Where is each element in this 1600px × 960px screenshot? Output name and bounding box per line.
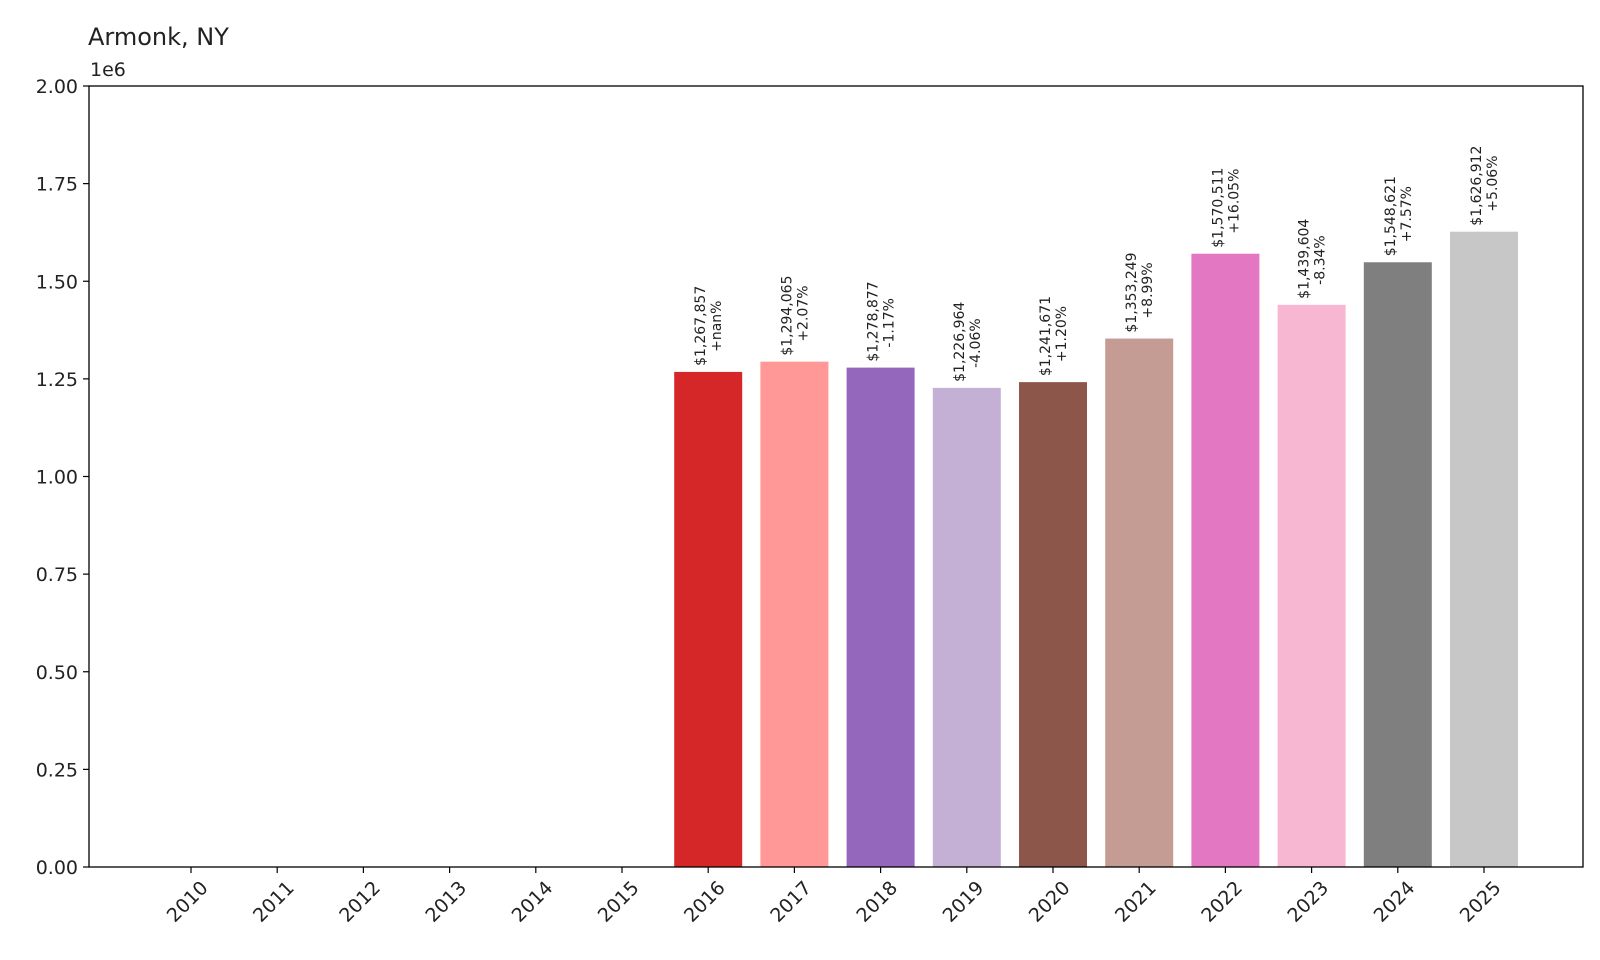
bar-2021 [1105, 338, 1174, 867]
bar-change-label: +5.06% [1485, 155, 1501, 211]
bar-value-label: $1,626,912 [1469, 146, 1485, 226]
y-tick-label: 2.00 [36, 76, 78, 98]
x-tick-label: 2024 [1370, 877, 1420, 927]
x-tick-label: 2022 [1197, 877, 1247, 927]
x-tick-label: 2014 [508, 877, 558, 927]
x-tick-label: 2017 [766, 877, 816, 927]
x-axis: 2010 2011 2012 2013 2014 2015 2016 2017 2018 2019… [163, 867, 1506, 927]
x-tick-label: 2012 [335, 877, 385, 927]
x-tick-label: 2010 [163, 877, 213, 927]
y-tick-label: 0.00 [36, 857, 78, 879]
y-tick-label: 1.50 [36, 271, 78, 293]
x-tick-label: 2011 [249, 877, 299, 927]
bar-2023 [1277, 304, 1346, 868]
y-tick-label: 1.25 [36, 369, 78, 391]
bar-value-label: $1,226,964 [952, 302, 968, 382]
bar-change-label: +1.20% [1054, 306, 1070, 362]
bars-group: $1,267,857 +nan% $1,294,065 +2.07% $1,278,87… [674, 146, 1518, 868]
x-tick-label: 2025 [1456, 877, 1506, 927]
bar-change-label: -1.17% [882, 298, 898, 348]
x-tick-label: 2023 [1283, 877, 1333, 927]
y-axis-offset-label: 1e6 [90, 59, 126, 81]
bar-2025 [1450, 231, 1518, 867]
x-tick-label: 2013 [421, 877, 471, 927]
bar-2019 [932, 387, 1001, 867]
bar-change-label: +nan% [709, 301, 725, 352]
y-tick-label: 0.50 [36, 662, 78, 684]
bar-2024 [1363, 262, 1432, 867]
bar-value-label: $1,241,671 [1038, 296, 1054, 376]
bar-value-label: $1,267,857 [693, 286, 709, 366]
bar-2016 [674, 371, 743, 867]
bar-value-label: $1,278,877 [866, 281, 882, 361]
chart-title: Armonk, NY [88, 23, 229, 51]
y-axis: 0.00 0.25 0.50 0.75 1.00 1.25 1.50 1.75 2.00 [36, 76, 89, 879]
bar-value-label: $1,548,621 [1383, 176, 1399, 256]
x-tick-label: 2016 [680, 877, 730, 927]
y-tick-label: 0.25 [36, 759, 78, 781]
bar-value-label: $1,294,065 [779, 275, 795, 355]
bar-change-label: -4.06% [968, 318, 984, 368]
y-tick-label: 1.00 [36, 467, 78, 489]
bar-2017 [760, 361, 829, 867]
bar-change-label: +8.99% [1140, 262, 1156, 318]
x-tick-label: 2018 [852, 877, 902, 927]
bar-change-label: +7.57% [1399, 186, 1415, 242]
bar-2020 [1019, 382, 1087, 867]
bar-2022 [1191, 253, 1260, 867]
x-tick-label: 2020 [1025, 877, 1075, 927]
bar-change-label: +16.05% [1226, 169, 1242, 234]
x-tick-label: 2019 [939, 877, 989, 927]
plot-frame [88, 85, 1584, 868]
bar-2018 [846, 367, 915, 867]
bar-value-label: $1,439,604 [1297, 219, 1313, 299]
y-tick-label: 0.75 [36, 564, 78, 586]
x-tick-label: 2021 [1111, 877, 1161, 927]
bar-value-label: $1,353,249 [1124, 252, 1140, 332]
bar-value-label: $1,570,511 [1210, 168, 1226, 248]
bar-change-label: +2.07% [795, 285, 811, 341]
x-tick-label: 2015 [594, 877, 644, 927]
bar-change-label: -8.34% [1313, 235, 1329, 285]
y-tick-label: 1.75 [36, 174, 78, 196]
